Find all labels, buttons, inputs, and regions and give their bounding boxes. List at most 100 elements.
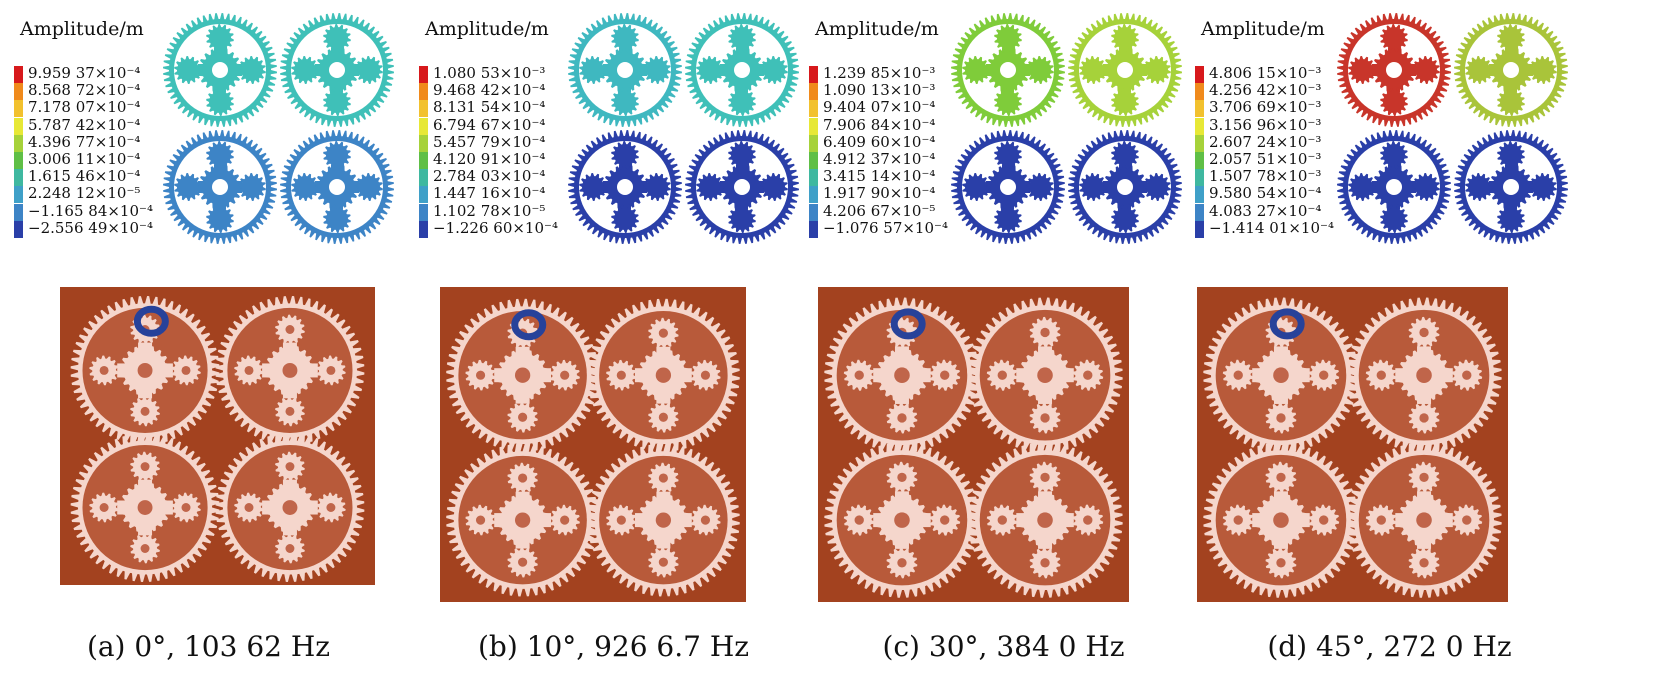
legend-value: −1.076 57×10⁻⁴ xyxy=(823,218,948,237)
legend-value: 9.404 07×10⁻⁴ xyxy=(823,98,936,117)
planet-gear xyxy=(760,173,788,201)
planet-bore xyxy=(854,515,864,525)
planet-bore xyxy=(997,515,1007,525)
planet-gear xyxy=(238,173,266,201)
legend-value: 1.447 16×10⁻⁴ xyxy=(433,184,546,203)
planet-gear xyxy=(611,205,639,233)
planet-gear xyxy=(728,205,756,233)
planet-bore xyxy=(1419,327,1429,338)
planet-gear xyxy=(1380,88,1408,116)
fem-amplitude-plot: Amplitude/m 1.239 85×10⁻³ 1.090 13×10⁻³ … xyxy=(795,0,1212,270)
photo-gear xyxy=(70,433,220,582)
planet-bore xyxy=(658,557,668,567)
planet-gear xyxy=(962,56,990,84)
fem-amplitude-plot: Amplitude/m 4.806 15×10⁻³ 4.256 42×10⁻³ … xyxy=(1181,0,1598,270)
planet-gear xyxy=(994,141,1022,169)
sun-bore xyxy=(1273,367,1289,383)
legend-value: 8.568 72×10⁻⁴ xyxy=(28,81,141,100)
legend-swatch xyxy=(419,186,428,204)
planet-bore xyxy=(285,544,295,553)
planet-bore xyxy=(1419,558,1429,568)
legend-swatch xyxy=(1195,83,1204,101)
planet-bore xyxy=(326,365,336,375)
legend-swatch xyxy=(809,100,818,118)
legend-value: 8.131 54×10⁻⁴ xyxy=(433,98,546,117)
sun-bore xyxy=(329,62,345,78)
planet-gear xyxy=(1412,173,1440,201)
legend-swatch xyxy=(809,186,818,204)
sun-bore xyxy=(212,62,228,78)
planet-bore xyxy=(1083,370,1093,380)
legend-value: 1.090 13×10⁻³ xyxy=(823,81,936,100)
legend-value: 2.248 12×10⁻⁵ xyxy=(28,184,141,203)
legend-value: 3.156 96×10⁻³ xyxy=(1209,115,1322,134)
legend-value: −2.556 49×10⁻⁴ xyxy=(28,218,153,237)
planet-gear xyxy=(611,141,639,169)
gear-photo xyxy=(818,287,1129,602)
legend-value: 5.457 79×10⁻⁴ xyxy=(433,132,546,151)
legend-value: 3.706 69×10⁻³ xyxy=(1209,98,1322,117)
planet-bore xyxy=(518,473,528,483)
legend-swatch xyxy=(14,83,23,101)
photo-gear xyxy=(967,442,1123,598)
fem-gear-assembly xyxy=(163,13,394,244)
sun-bore xyxy=(894,512,910,528)
planet-gear xyxy=(1465,56,1493,84)
sun-bore xyxy=(617,62,633,78)
fem-gear-assembly xyxy=(1337,13,1568,244)
fem-gear xyxy=(685,13,799,127)
planet-gear xyxy=(1380,141,1408,169)
legend-swatch xyxy=(1195,117,1204,135)
legend-swatch xyxy=(809,203,818,221)
legend-swatch xyxy=(1195,100,1204,118)
planet-bore xyxy=(1040,327,1050,338)
sun-bore xyxy=(212,179,228,195)
planet-bore xyxy=(854,370,864,380)
legend-value: 1.917 90×10⁻⁴ xyxy=(823,184,936,203)
legend-value: 5.787 42×10⁻⁴ xyxy=(28,115,141,134)
legend-swatch xyxy=(1195,66,1204,83)
planet-gear xyxy=(728,24,756,52)
legend-swatch xyxy=(419,117,428,135)
legend-title: Amplitude/m xyxy=(1201,18,1325,40)
legend-swatch xyxy=(809,169,818,187)
figure-panel-a: Amplitude/m 9.959 37×10⁻⁴ 8.568 72×10⁻⁴ … xyxy=(0,0,417,683)
planet-gear xyxy=(291,173,319,201)
legend-swatch xyxy=(14,117,23,135)
legend-swatch xyxy=(1195,134,1204,152)
planet-bore xyxy=(1083,515,1093,525)
legend-swatch xyxy=(1195,203,1204,221)
planet-gear xyxy=(1079,56,1107,84)
fem-gear-assembly xyxy=(951,13,1182,244)
planet-gear xyxy=(1111,141,1139,169)
planet-bore xyxy=(285,406,295,416)
planet-gear xyxy=(994,205,1022,233)
planet-bore xyxy=(997,370,1007,380)
legend-swatch xyxy=(419,100,428,118)
planet-bore xyxy=(560,515,570,525)
planet-bore xyxy=(616,515,626,525)
fem-gear xyxy=(1337,13,1451,127)
planet-bore xyxy=(244,365,254,375)
planet-gear xyxy=(323,24,351,52)
legend-value: 2.057 51×10⁻³ xyxy=(1209,149,1322,168)
planet-gear xyxy=(643,173,671,201)
legend-swatch xyxy=(809,117,818,135)
fem-gear xyxy=(568,13,682,127)
fem-gear xyxy=(163,130,277,244)
planet-gear xyxy=(1026,56,1054,84)
planet-gear xyxy=(696,56,724,84)
legend-value: 4.256 42×10⁻³ xyxy=(1209,81,1322,100)
sun-bore xyxy=(1037,512,1053,528)
planet-bore xyxy=(658,328,668,338)
planet-bore xyxy=(700,370,711,380)
planet-bore xyxy=(897,413,907,423)
legend-value: 4.120 91×10⁻⁴ xyxy=(433,149,546,168)
legend-value: −1.414 01×10⁻⁴ xyxy=(1209,218,1334,237)
planet-bore xyxy=(1319,515,1329,525)
legend-value: 4.206 67×10⁻⁵ xyxy=(823,201,936,220)
planet-gear xyxy=(1497,88,1525,116)
legend-swatch xyxy=(419,151,428,169)
legend-swatch xyxy=(809,151,818,169)
sun-bore xyxy=(655,512,672,528)
